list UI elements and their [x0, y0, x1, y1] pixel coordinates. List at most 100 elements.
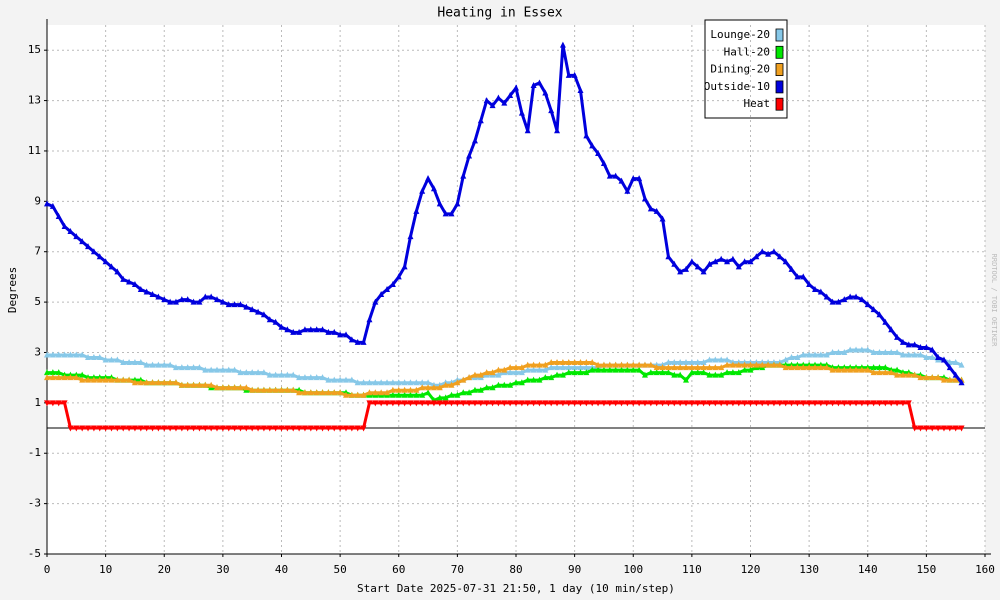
series-marker	[237, 369, 244, 376]
series-marker	[729, 369, 736, 376]
series-marker	[929, 346, 936, 353]
series-marker	[600, 366, 607, 373]
series-marker	[841, 296, 848, 303]
series-marker	[243, 369, 250, 376]
legend-swatch	[775, 97, 784, 111]
series-marker	[225, 384, 232, 391]
series-marker	[513, 364, 519, 371]
series-marker	[44, 400, 50, 407]
series-marker	[489, 369, 496, 376]
series-marker	[114, 425, 121, 432]
series-marker	[612, 366, 619, 373]
series-marker	[67, 374, 74, 381]
series-marker	[214, 425, 221, 432]
y-tick-label: -5	[28, 547, 41, 560]
series-marker	[858, 296, 865, 303]
series-marker	[765, 250, 772, 257]
series-marker	[823, 351, 830, 358]
series-marker	[296, 389, 303, 396]
series-marker	[49, 351, 56, 358]
series-marker	[624, 361, 631, 368]
series-marker	[595, 400, 602, 407]
series-marker	[571, 364, 578, 371]
series-marker	[301, 374, 308, 381]
series-marker	[178, 425, 185, 432]
series-marker	[759, 400, 766, 407]
series-marker	[337, 376, 344, 383]
series-marker	[272, 318, 279, 325]
legend-label: Heat	[744, 97, 771, 110]
series-marker	[249, 425, 256, 432]
series-marker	[454, 379, 461, 386]
series-marker	[858, 346, 865, 353]
x-tick-label: 70	[451, 563, 464, 576]
series-marker	[794, 273, 801, 280]
series-marker	[858, 366, 865, 373]
series-marker	[595, 361, 602, 368]
series-marker	[565, 71, 572, 78]
series-marker	[946, 425, 953, 432]
y-tick-label: -1	[28, 446, 41, 459]
x-tick-label: 10	[99, 563, 112, 576]
series-marker	[290, 371, 297, 378]
series-marker	[425, 175, 432, 182]
series-marker	[946, 376, 953, 383]
series-marker	[952, 371, 959, 378]
series-marker	[243, 303, 250, 310]
series-marker	[249, 306, 256, 313]
series-marker	[565, 364, 572, 371]
series-marker	[671, 359, 678, 366]
series-marker	[231, 425, 238, 432]
series-marker	[817, 351, 824, 358]
series-marker	[331, 389, 338, 396]
series-marker	[958, 379, 965, 386]
series-marker	[753, 253, 760, 260]
series-marker	[90, 425, 97, 432]
series-marker	[548, 400, 555, 407]
series-marker	[530, 400, 537, 407]
series-marker	[425, 379, 432, 386]
series-marker	[73, 425, 80, 432]
series-marker	[278, 323, 285, 330]
series-marker	[641, 400, 648, 407]
series-marker	[729, 400, 736, 407]
series-marker	[266, 316, 273, 323]
series-marker	[290, 328, 297, 335]
series-marker	[536, 366, 543, 373]
series-marker	[208, 366, 215, 373]
series-marker	[342, 331, 349, 338]
series-marker	[589, 359, 596, 366]
series-marker	[518, 109, 525, 116]
series-marker	[677, 359, 684, 366]
series-marker	[524, 400, 531, 407]
series-marker	[454, 391, 461, 398]
series-marker	[747, 400, 754, 407]
series-marker	[284, 386, 291, 393]
series-marker	[214, 384, 221, 391]
series-marker	[659, 400, 666, 407]
series-marker	[565, 359, 572, 366]
series-marker	[360, 379, 367, 386]
series-marker	[571, 369, 578, 376]
series-marker	[853, 400, 860, 407]
series-marker	[290, 386, 297, 393]
series-marker	[331, 425, 338, 432]
series-marker	[729, 255, 736, 262]
series-marker	[307, 425, 314, 432]
series-marker	[231, 301, 238, 308]
series-marker	[155, 379, 162, 386]
series-marker	[765, 361, 772, 368]
x-tick-label: 130	[799, 563, 819, 576]
series-marker	[401, 386, 408, 393]
series-marker	[278, 371, 285, 378]
x-tick-label: 30	[216, 563, 229, 576]
series-marker	[870, 306, 877, 313]
series-marker	[559, 364, 566, 371]
series-marker	[348, 336, 355, 343]
x-tick-label: 120	[741, 563, 761, 576]
series-marker	[841, 348, 848, 355]
series-marker	[929, 374, 936, 381]
series-marker	[870, 348, 877, 355]
series-marker	[876, 364, 883, 371]
series-marker	[776, 400, 783, 407]
